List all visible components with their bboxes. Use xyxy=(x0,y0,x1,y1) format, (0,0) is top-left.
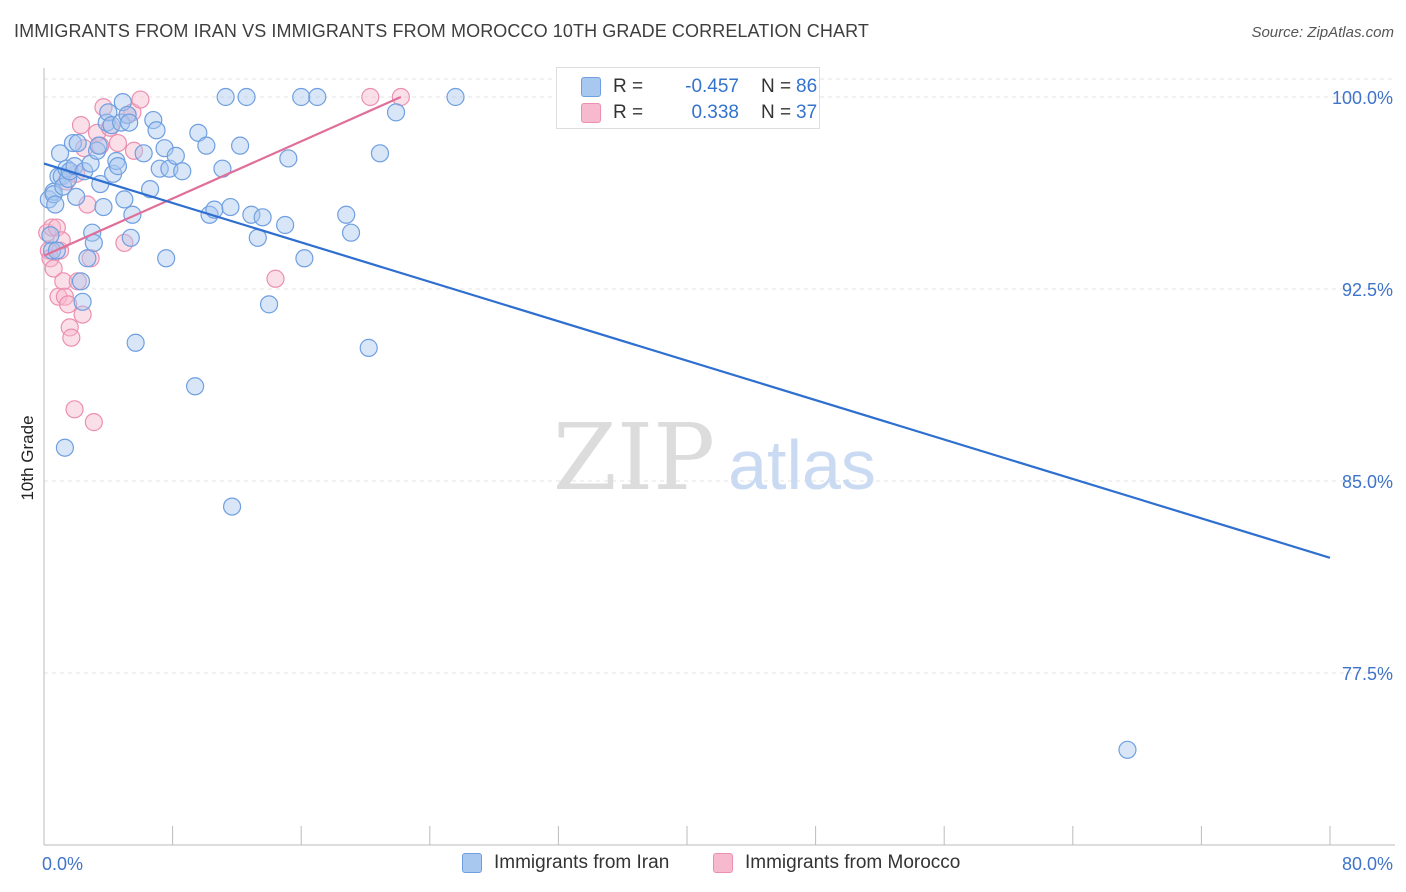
morocco-point xyxy=(54,272,73,291)
source-credit: Source: ZipAtlas.com xyxy=(1251,24,1394,41)
iran-n-value: 86 xyxy=(796,76,818,97)
iran-swatch xyxy=(581,77,601,97)
y-tick-label: 100.0% xyxy=(1332,88,1393,108)
iran-point xyxy=(216,87,235,107)
y-tick-label: 85.0% xyxy=(1342,472,1393,492)
legend-n-label: N = xyxy=(761,102,792,123)
morocco-point xyxy=(71,116,91,135)
iran-point xyxy=(446,87,465,107)
iran-point xyxy=(221,197,240,217)
iran-trend-line xyxy=(43,162,1331,559)
iran-legend-label: Immigrants from Iran xyxy=(494,852,670,873)
iran-point xyxy=(237,87,256,107)
morocco-point xyxy=(42,218,62,237)
iran-point xyxy=(1118,740,1137,759)
iran-point xyxy=(71,272,91,291)
iran-legend-swatch xyxy=(462,853,482,873)
axes xyxy=(43,68,1395,846)
iran-point xyxy=(67,187,86,206)
iran-point xyxy=(89,136,108,155)
y-tick-label: 77.5% xyxy=(1342,664,1393,684)
iran-point xyxy=(173,162,192,181)
morocco-point xyxy=(62,328,81,347)
watermark: ZIP atlas xyxy=(553,404,876,511)
morocco-legend-label: Immigrants from Morocco xyxy=(745,852,961,873)
iran-point xyxy=(292,87,311,107)
iran-point xyxy=(63,133,83,153)
morocco-point xyxy=(108,133,128,153)
x-tick-label-max: 80.0% xyxy=(1342,854,1393,874)
morocco-point xyxy=(94,98,113,117)
morocco-point xyxy=(361,87,380,107)
watermark-zip: ZIP xyxy=(553,404,715,511)
y-axis-title: 10th Grade xyxy=(18,415,37,501)
iran-point xyxy=(157,249,176,268)
iran-point xyxy=(68,133,87,153)
iran-point xyxy=(370,144,390,163)
iran-point xyxy=(197,136,216,155)
iran-point xyxy=(73,292,92,311)
iran-point xyxy=(55,438,74,457)
iran-point xyxy=(279,149,298,168)
iran-point xyxy=(50,144,70,163)
y-tick-label: 92.5% xyxy=(1342,280,1393,300)
iran-point xyxy=(118,105,137,125)
iran-point xyxy=(78,249,97,268)
trend-lines xyxy=(43,95,1331,559)
iran-point xyxy=(120,113,139,132)
watermark-atlas: atlas xyxy=(728,426,876,504)
iran-point xyxy=(150,159,169,178)
morocco-point xyxy=(266,269,285,288)
morocco-point xyxy=(73,305,92,324)
iran-point xyxy=(134,144,153,163)
iran-point xyxy=(242,205,261,224)
iran-point xyxy=(186,377,205,396)
iran-point xyxy=(94,197,113,217)
legend-n-label: N = xyxy=(761,76,792,97)
iran-point xyxy=(121,228,140,247)
iran-r-value: -0.457 xyxy=(685,76,739,97)
morocco-point xyxy=(44,259,63,278)
iran-point xyxy=(308,87,327,107)
morocco-trend-line xyxy=(43,95,402,257)
morocco-n-value: 37 xyxy=(796,102,818,123)
iran-point xyxy=(115,190,134,209)
morocco-point xyxy=(38,223,57,242)
iran-point xyxy=(126,333,145,352)
legend-r-label: R = xyxy=(613,102,644,123)
iran-point xyxy=(295,249,314,268)
morocco-point xyxy=(84,413,103,432)
iran-point xyxy=(253,208,272,227)
iran-point xyxy=(341,223,361,242)
morocco-legend-swatch xyxy=(713,853,733,873)
iran-point xyxy=(222,497,242,516)
iran-point xyxy=(231,136,250,155)
morocco-point xyxy=(65,400,84,419)
iran-point xyxy=(189,123,208,142)
morocco-r-value: 0.338 xyxy=(691,102,739,123)
tick-labels: 100.0% 92.5% 85.0% 77.5% 0.0% 80.0% xyxy=(42,88,1393,874)
morocco-swatch xyxy=(581,103,601,123)
gridlines xyxy=(44,78,1395,674)
iran-point xyxy=(147,121,166,140)
iran-point xyxy=(386,103,406,122)
iran-point xyxy=(41,226,60,245)
iran-point xyxy=(359,338,378,357)
iran-point xyxy=(140,180,160,199)
iran-point xyxy=(259,295,279,314)
morocco-point xyxy=(59,295,78,314)
iran-point xyxy=(144,110,163,130)
morocco-point xyxy=(131,90,150,109)
iran-point xyxy=(337,205,356,224)
iran-point xyxy=(276,215,295,235)
iran-point xyxy=(46,195,65,214)
iran-point xyxy=(108,157,128,176)
chart-title: IMMIGRANTS FROM IRAN VS IMMIGRANTS FROM … xyxy=(14,21,869,41)
legend-r-label: R = xyxy=(613,76,644,97)
x-tick-label-min: 0.0% xyxy=(42,854,83,874)
correlation-legend: R = -0.457 N = 86 R = 0.338 N = 37 xyxy=(556,67,820,129)
iran-point xyxy=(166,146,185,165)
